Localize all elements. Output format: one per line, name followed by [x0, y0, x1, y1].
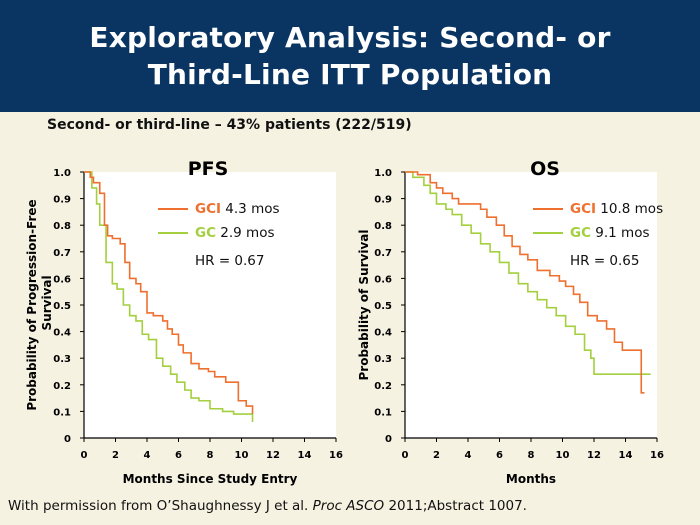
title-banner: Exploratory Analysis: Second- or Third-L…: [0, 0, 700, 112]
legend-entry-gci: GCI 10.8 mos: [570, 201, 663, 217]
x-axis-title: Months Since Study Entry: [123, 472, 298, 486]
hazard-ratio: HR = 0.65: [570, 253, 639, 269]
subtitle: Second- or third-line – 43% patients (22…: [47, 117, 412, 133]
x-tick-label: 16: [329, 450, 343, 461]
chart-title: OS: [530, 158, 560, 180]
legend-entry-gc: GC 2.9 mos: [195, 225, 275, 241]
y-tick-label: 0: [64, 434, 71, 445]
footer-citation: With permission from O’Shaughnessy J et …: [8, 498, 527, 514]
series-line-gci: [84, 171, 254, 415]
y-tick-label: 0.4: [374, 328, 392, 339]
series-line-gc: [84, 171, 254, 423]
y-tick-label: 0.7: [374, 248, 392, 259]
plot-area: [405, 172, 657, 438]
y-tick-label: 0: [385, 434, 392, 445]
y-tick-label: 0.1: [53, 407, 71, 418]
x-tick-label: 6: [175, 450, 182, 461]
x-tick-label: 10: [556, 450, 570, 461]
y-tick-label: 1.0: [53, 168, 71, 179]
x-tick-label: 16: [650, 450, 664, 461]
y-tick-label: 0.8: [374, 221, 392, 232]
x-tick-label: 6: [496, 450, 503, 461]
x-tick-label: 12: [266, 450, 280, 461]
y-tick-label: 0.9: [374, 195, 392, 206]
chart-os: 0 0.1 0.2 0.3 0.4 0.5 0.6 0.7 0.8 0.9 1.0 0 2 4 6 8 10 12…: [357, 158, 664, 486]
y-tick-label: 0.5: [374, 301, 392, 312]
y-tick-label: 0.3: [374, 354, 392, 365]
y-tick-label: 0.8: [53, 221, 71, 232]
y-tick-label: 0.9: [53, 195, 71, 206]
chart-pfs: 0 0.1 0.2 0.3 0.4 0.5 0.6 0.7 0.8 0.9 1.0 0 2 4 6 8 10 12…: [25, 158, 343, 486]
x-tick-label: 10: [235, 450, 249, 461]
y-axis-title: Probability of Progression-Free Survival: [25, 199, 54, 410]
x-tick-label: 14: [619, 450, 633, 461]
y-axis-title: Probability of Survival: [357, 229, 371, 380]
x-tick-label: 0: [81, 450, 88, 461]
citation-prefix: With permission from O’Shaughnessy J et …: [8, 498, 313, 514]
x-tick-label: 8: [207, 450, 214, 461]
page-title-line-2: Third-Line ITT Population: [147, 58, 553, 91]
y-tick-label: 1.0: [374, 168, 392, 179]
x-tick-label: 2: [112, 450, 119, 461]
legend-entry-gci: GCI 4.3 mos: [195, 201, 280, 217]
y-tick-label: 0.3: [53, 354, 71, 365]
y-tick-label: 0.1: [374, 407, 392, 418]
x-tick-label: 14: [298, 450, 312, 461]
x-tick-label: 0: [402, 450, 409, 461]
y-tick-label: 0.2: [53, 381, 71, 392]
citation-journal: Proc ASCO: [312, 498, 385, 514]
y-tick-label: 0.6: [374, 274, 392, 285]
citation-suffix: 2011;Abstract 1007.: [384, 498, 527, 514]
series-line-gci: [405, 171, 645, 394]
legend-entry-gc: GC 9.1 mos: [570, 225, 650, 241]
y-tick-label: 0.2: [374, 381, 392, 392]
y-tick-label: 0.6: [53, 274, 71, 285]
x-tick-label: 8: [528, 450, 535, 461]
y-tick-label: 0.4: [53, 328, 71, 339]
y-tick-label: 0.7: [53, 248, 71, 259]
chart-title: PFS: [188, 158, 229, 180]
page-title-line-1: Exploratory Analysis: Second- or: [89, 21, 611, 54]
y-tick-label: 0.5: [53, 301, 71, 312]
x-tick-label: 4: [144, 450, 151, 461]
x-tick-label: 4: [465, 450, 472, 461]
series-line-gc: [405, 171, 651, 375]
x-tick-label: 12: [587, 450, 601, 461]
x-axis-title: Months: [506, 472, 556, 486]
x-tick-label: 2: [433, 450, 440, 461]
hazard-ratio: HR = 0.67: [195, 253, 264, 269]
